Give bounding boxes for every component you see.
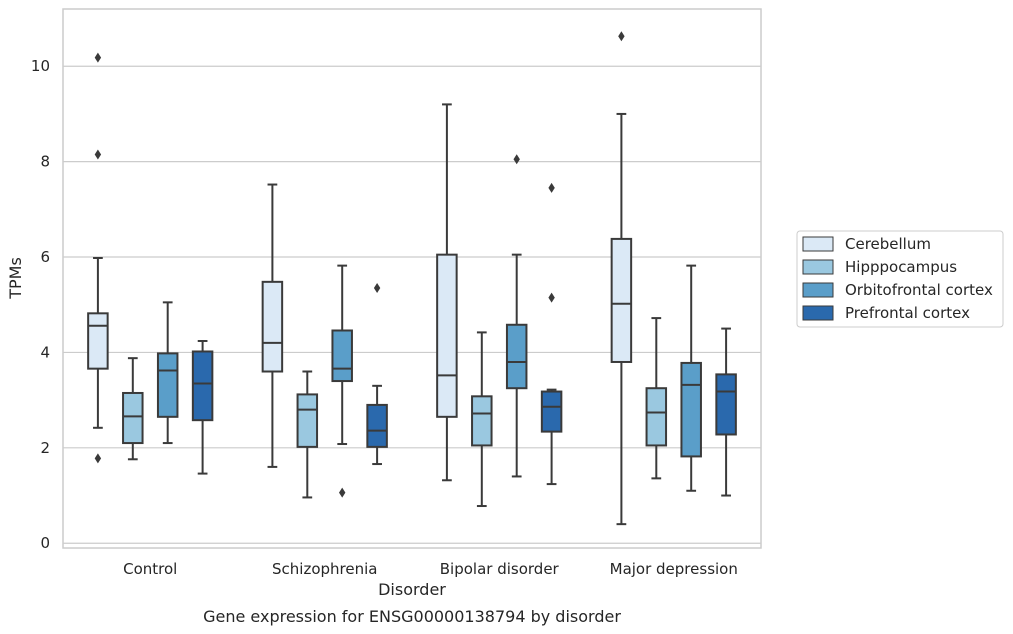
box — [610, 31, 633, 526]
box — [505, 154, 528, 478]
legend-swatch — [802, 305, 834, 321]
box-iqr — [540, 390, 563, 433]
box-iqr — [715, 373, 737, 436]
box-series — [87, 31, 737, 526]
legend-swatch — [802, 259, 834, 275]
outlier-point — [94, 453, 102, 464]
box — [540, 182, 563, 486]
outlier-point — [373, 283, 381, 294]
box — [296, 370, 319, 499]
box-iqr — [645, 387, 668, 447]
box-iqr — [436, 253, 458, 418]
box — [122, 357, 144, 461]
y-tick-label: 6 — [40, 248, 50, 266]
x-axis-ticks: Control Schizophrenia Bipolar disorder Majo… — [123, 560, 738, 578]
box — [680, 264, 702, 492]
y-tick-label: 2 — [40, 439, 50, 457]
box-iqr — [87, 312, 109, 370]
x-tick-label: Major depression — [610, 560, 738, 578]
gridlines — [63, 65, 761, 544]
box-iqr — [122, 391, 144, 445]
box — [87, 52, 109, 464]
legend-label: Cerebellum — [845, 235, 931, 253]
x-axis-label: Disorder — [378, 580, 446, 599]
y-tick-label: 0 — [40, 534, 50, 552]
box-iqr — [191, 350, 214, 422]
y-axis-label: TPMs — [6, 257, 25, 300]
legend-swatch — [802, 282, 834, 298]
box — [191, 339, 214, 475]
outlier-point — [513, 154, 520, 165]
box-iqr — [296, 393, 319, 448]
box — [156, 301, 179, 445]
box — [366, 283, 388, 466]
box — [261, 183, 284, 468]
box-iqr — [505, 323, 528, 390]
y-tick-label: 10 — [31, 57, 50, 75]
outlier-point — [94, 149, 102, 160]
box-iqr — [261, 280, 284, 373]
outlier-point — [94, 52, 102, 63]
x-tick-label: Schizophrenia — [272, 560, 377, 578]
box-iqr — [610, 237, 633, 363]
box — [645, 317, 668, 480]
box — [715, 327, 737, 497]
outlier-point — [548, 292, 555, 303]
legend: Cerebellum Hipppocampus Orbitofrontal cort… — [796, 230, 1004, 328]
box — [331, 264, 353, 498]
y-tick-label: 8 — [40, 153, 50, 171]
legend-label: Hipppocampus — [845, 258, 957, 276]
outlier-point — [339, 487, 346, 498]
outlier-point — [548, 182, 555, 193]
box — [436, 103, 458, 482]
legend-frame — [796, 230, 1004, 328]
box-iqr — [471, 395, 493, 447]
y-tick-label: 4 — [40, 343, 50, 361]
chart-caption: Gene expression for ENSG00000138794 by d… — [203, 607, 621, 626]
y-axis-ticks: 0 2 4 6 8 10 — [31, 57, 50, 552]
box-iqr — [331, 329, 353, 383]
box — [471, 331, 493, 508]
box-iqr — [366, 403, 388, 448]
x-tick-label: Bipolar disorder — [440, 560, 560, 578]
x-tick-label: Control — [123, 560, 177, 578]
legend-swatch — [802, 236, 834, 252]
legend-label: Prefrontal cortex — [845, 304, 970, 322]
outlier-point — [618, 31, 625, 42]
plot-area-frame — [62, 8, 762, 549]
legend-label: Orbitofrontal cortex — [845, 281, 993, 299]
box-iqr — [680, 361, 702, 458]
box-iqr — [156, 352, 179, 418]
